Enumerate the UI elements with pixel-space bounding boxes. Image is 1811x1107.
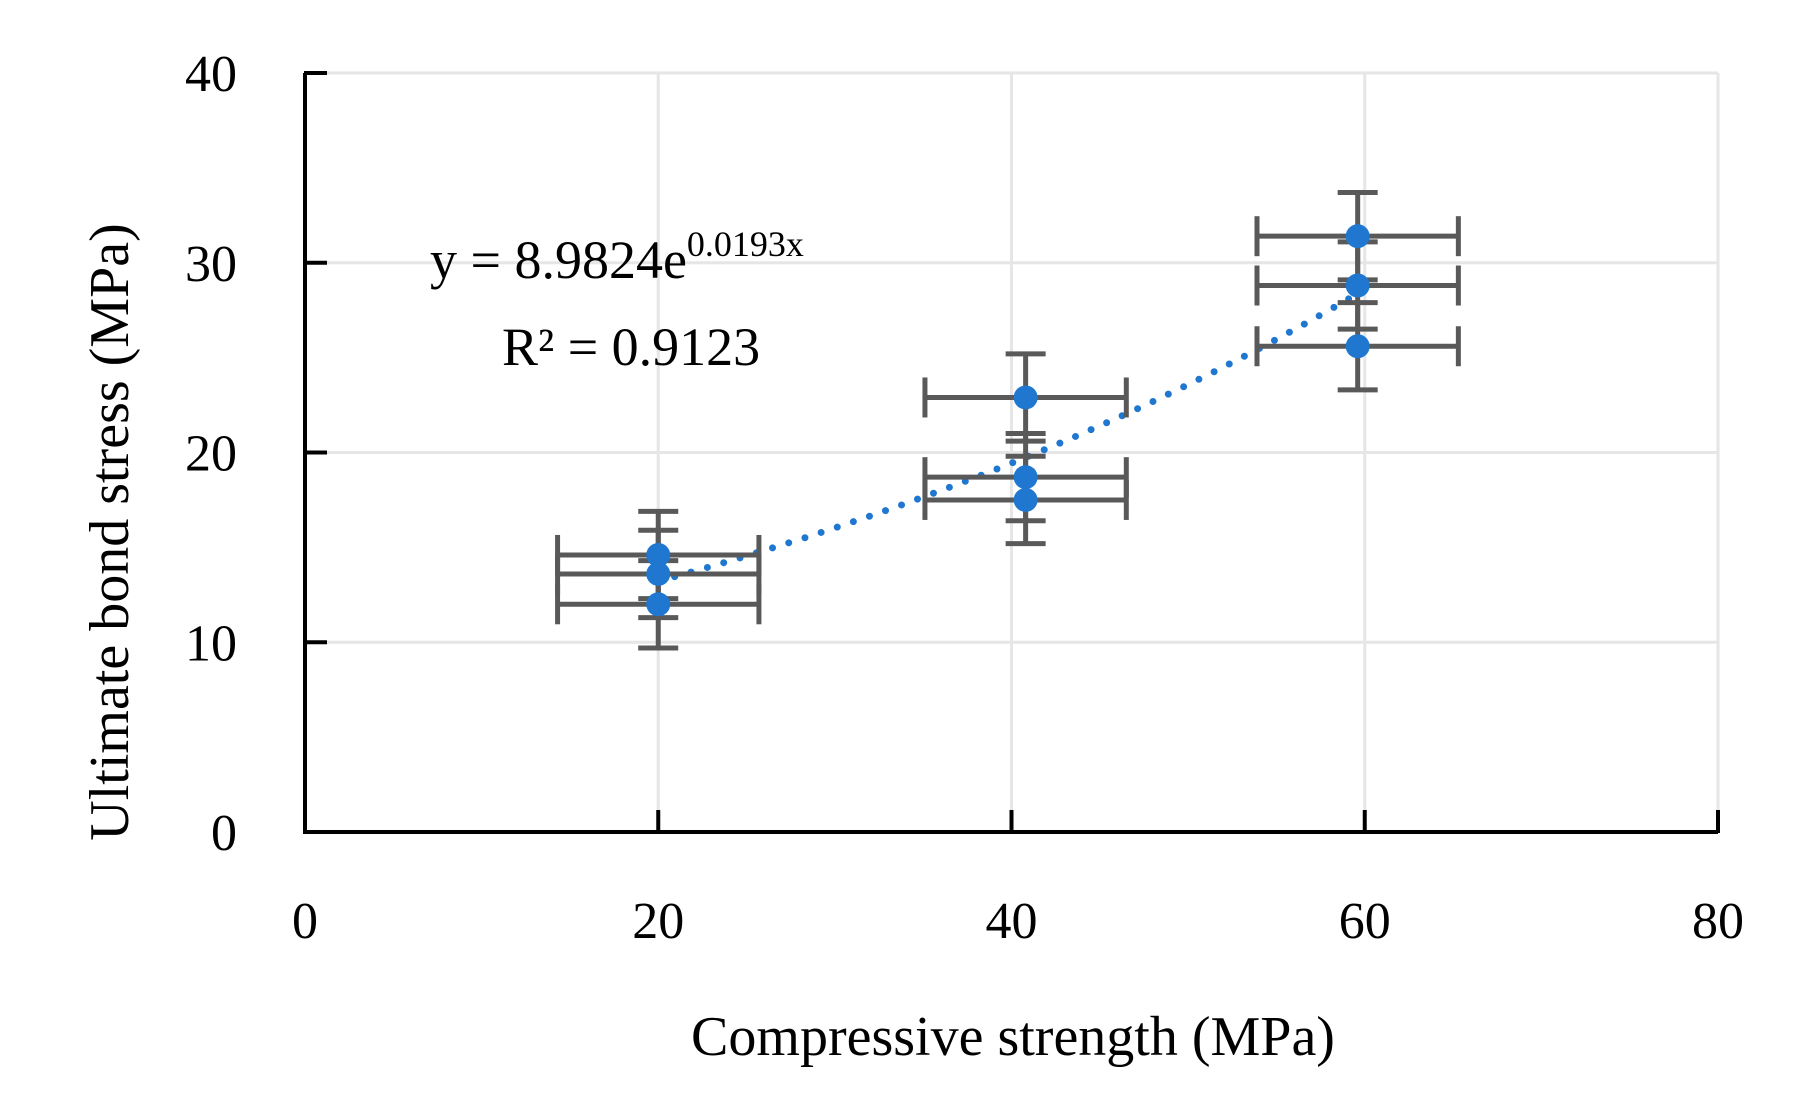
x-tick-label: 20	[632, 893, 684, 950]
x-tick-label: 0	[292, 893, 318, 950]
tick-labels: 0 10 20 30 40 0 20 40 60 80	[185, 46, 1744, 950]
y-tick-label: 30	[185, 236, 237, 293]
x-tick-label: 60	[1339, 893, 1391, 950]
axes	[303, 71, 1720, 834]
data-point	[646, 561, 671, 586]
data-point	[646, 592, 671, 617]
data-point	[646, 542, 671, 567]
data-point	[1013, 465, 1038, 490]
data-point	[1013, 385, 1038, 410]
y-tick-label: 40	[185, 46, 237, 103]
grid	[305, 71, 1720, 832]
r-squared-label: R² = 0.9123	[502, 317, 760, 377]
y-tick-label: 10	[185, 615, 237, 672]
data-point	[1345, 334, 1370, 359]
x-tick-label: 40	[986, 893, 1038, 950]
data-point	[1013, 487, 1038, 512]
y-tick-label: 0	[211, 805, 237, 862]
trendline-path	[654, 290, 1362, 585]
equation-exponent: 0.0193x	[687, 224, 804, 264]
x-tick-label: 80	[1692, 893, 1744, 950]
y-axis-title: Ultimate bond stress (MPa)	[79, 223, 141, 840]
data-points	[646, 224, 1370, 617]
data-point	[1345, 224, 1370, 249]
data-point	[1345, 273, 1370, 298]
equation-base: y = 8.9824e	[430, 230, 687, 290]
trendline-equation: y = 8.9824e0.0193x	[430, 224, 804, 290]
trendline	[654, 290, 1362, 585]
y-tick-label: 20	[185, 426, 237, 483]
x-axis-title: Compressive strength (MPa)	[691, 1006, 1335, 1068]
